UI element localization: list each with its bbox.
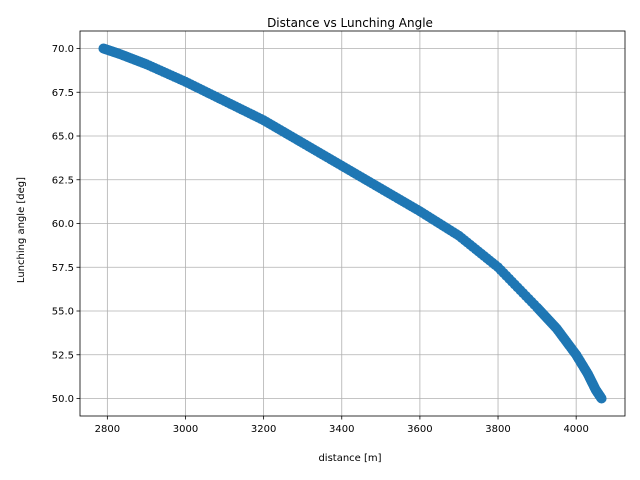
x-tick-label: 3600 [407,424,432,435]
chart-title: Distance vs Lunching Angle [267,16,433,30]
y-tick-label: 67.5 [52,88,74,99]
x-axis-ticks: 2800 3000 3200 3400 3600 3800 4000 [95,416,589,435]
y-tick-label: 52.5 [52,350,74,361]
y-tick-label: 50.0 [52,394,74,405]
y-tick-label: 55.0 [52,307,74,318]
y-tick-label: 60.0 [52,219,74,230]
y-axis-label: Lunching angle [deg] [16,177,27,283]
x-tick-label: 3000 [173,424,198,435]
x-tick-label: 4000 [563,424,588,435]
x-tick-label: 2800 [95,424,120,435]
x-tick-label: 3200 [251,424,276,435]
x-tick-label: 3400 [329,424,354,435]
x-tick-label: 3800 [485,424,510,435]
y-tick-label: 65.0 [52,132,74,143]
y-axis-ticks: 50.0 52.5 55.0 57.5 60.0 62.5 65.0 67.5 70.0 [52,44,80,405]
data-points [98,43,607,404]
x-axis-label: distance [m] [318,453,381,464]
y-tick-label: 57.5 [52,263,74,274]
grid [80,31,625,416]
scatter-point [596,393,607,404]
y-tick-label: 70.0 [52,44,74,55]
y-tick-label: 62.5 [52,175,74,186]
